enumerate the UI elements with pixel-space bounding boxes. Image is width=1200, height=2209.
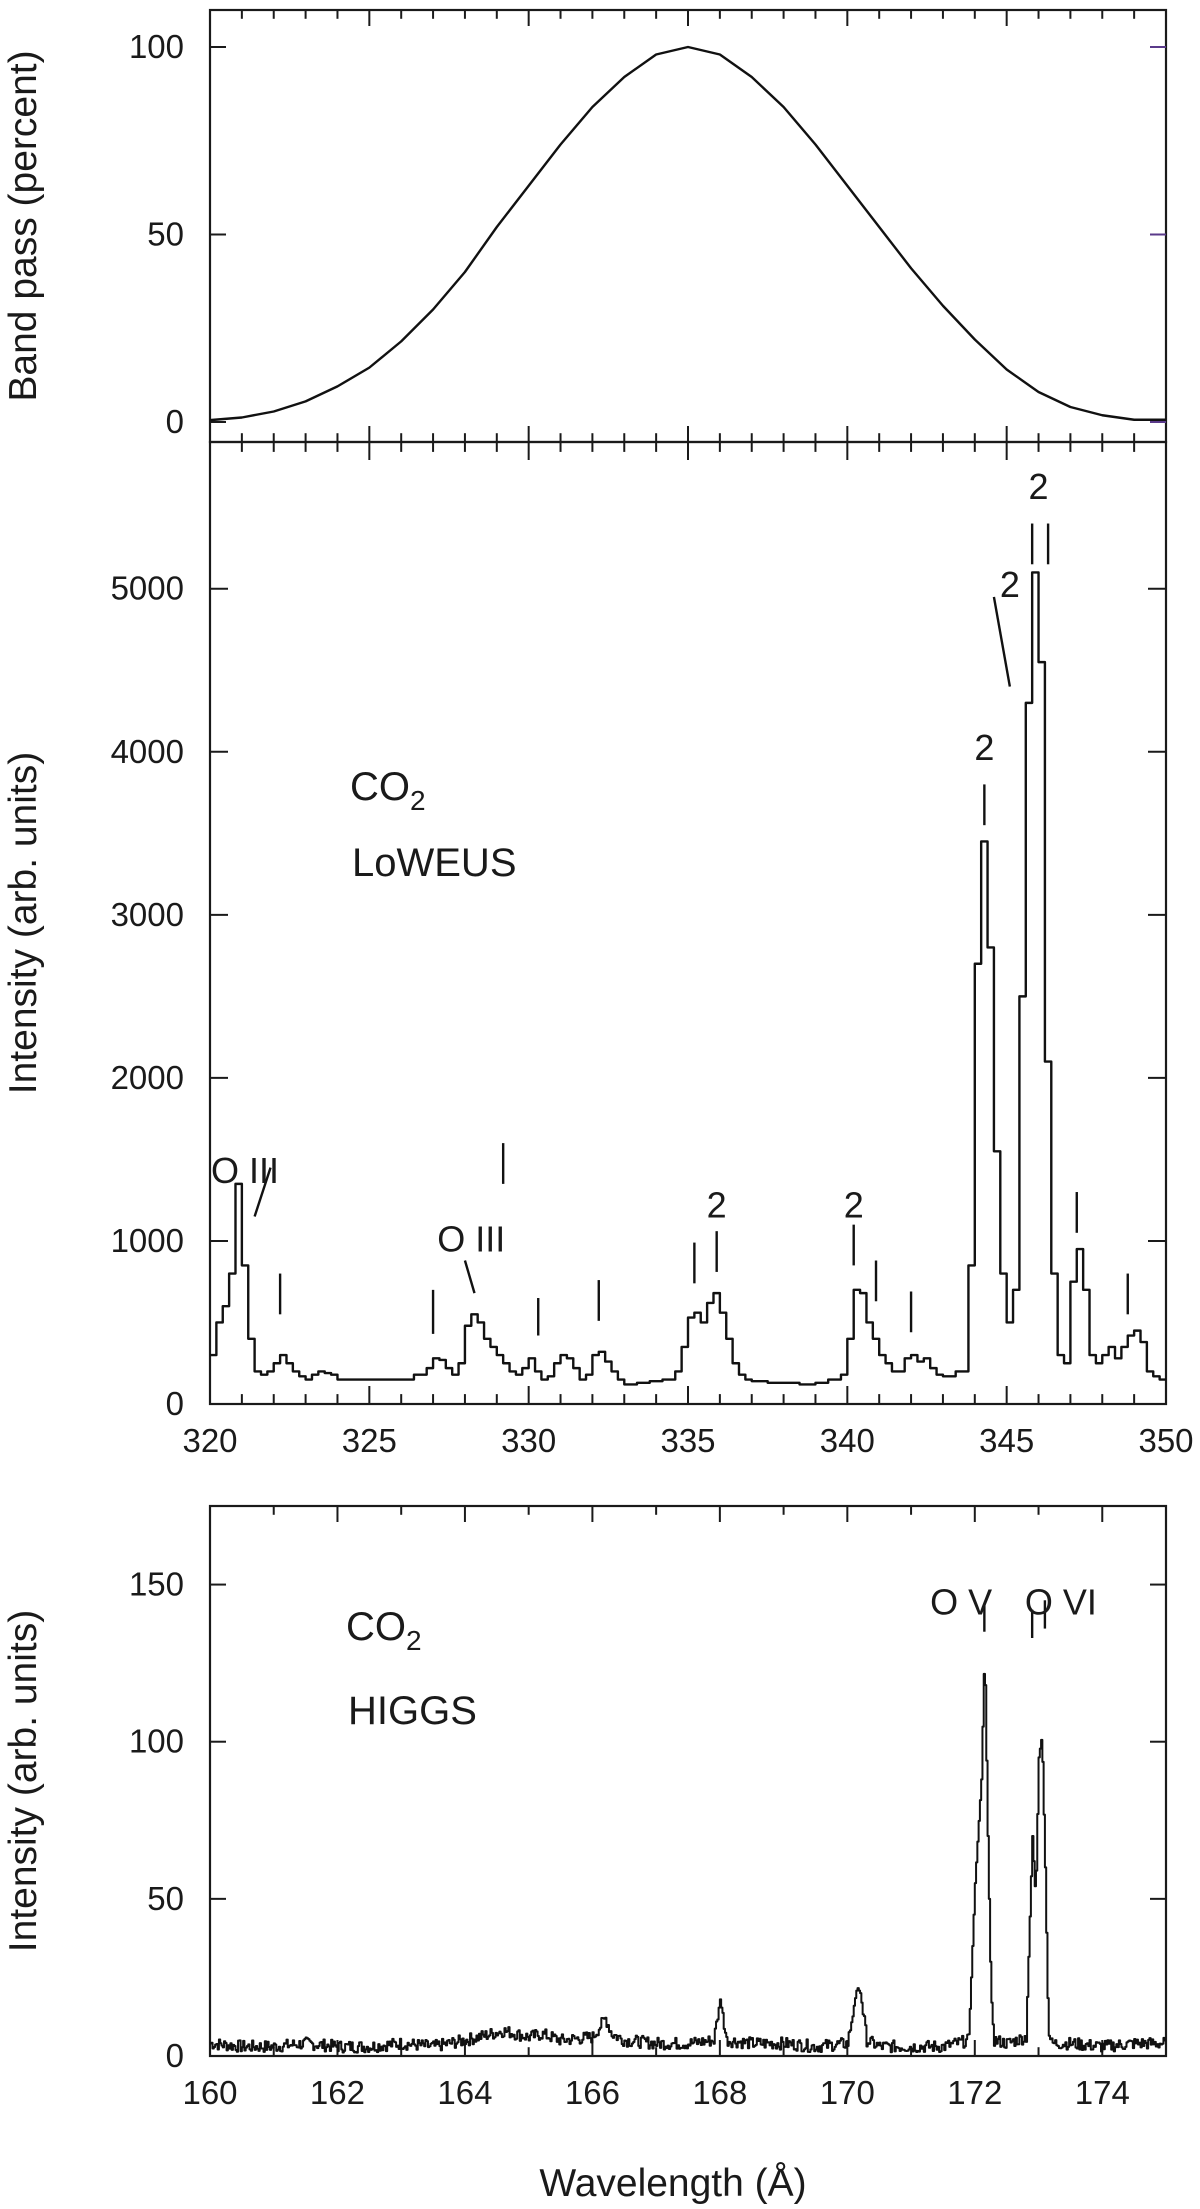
line-annotation: O III bbox=[211, 1150, 279, 1191]
x-axis-title: Wavelength (Å) bbox=[539, 2161, 806, 2205]
loweus-gas-subscript: 2 bbox=[410, 785, 426, 816]
x-tick-label: 350 bbox=[1138, 1422, 1193, 1459]
bandpass-panel: 0 50 100 Band pass (percent) bbox=[2, 8, 1168, 444]
loweus-gas-main: CO bbox=[350, 765, 410, 809]
higgs-gas-subscript: 2 bbox=[406, 1625, 422, 1656]
higgs-gas-label: CO2 bbox=[346, 1605, 422, 1656]
higgs-spectrum bbox=[210, 1672, 1166, 2054]
loweus-y-tick-labels: 0 1000 2000 3000 4000 5000 bbox=[111, 570, 184, 1422]
x-tick-label: 320 bbox=[182, 1422, 237, 1459]
y-tick-label: 50 bbox=[147, 216, 184, 253]
loweus-annotations: O III O III 2 2 2 2 2 bbox=[211, 466, 1049, 1259]
bandpass-curve bbox=[209, 45, 1166, 422]
y-tick-label: 1000 bbox=[111, 1222, 184, 1259]
x-tick-label: 168 bbox=[692, 2074, 747, 2111]
x-tick-label: 340 bbox=[820, 1422, 875, 1459]
loweus-frame bbox=[208, 440, 1168, 1406]
x-tick-label: 330 bbox=[501, 1422, 556, 1459]
higgs-y-axis-title: Intensity (arb. units) bbox=[2, 1610, 45, 1952]
higgs-x-tick-labels: 160 162 164 166 168 170 172 174 bbox=[182, 2074, 1129, 2111]
y-tick-label: 100 bbox=[129, 28, 184, 65]
bandpass-y-tick-labels: 0 50 100 bbox=[129, 28, 184, 440]
y-tick-label: 50 bbox=[147, 1880, 184, 1917]
y-tick-label: 0 bbox=[166, 403, 184, 440]
higgs-y-tick-labels: 0 50 100 150 bbox=[129, 1566, 184, 2074]
line-annotation: O V bbox=[930, 1581, 992, 1622]
loweus-panel: 0 1000 2000 3000 4000 5000 320 325 330 335 340 345… bbox=[2, 440, 1194, 1459]
x-tick-label: 172 bbox=[947, 2074, 1002, 2111]
y-tick-label: 100 bbox=[129, 1723, 184, 1760]
x-tick-label: 345 bbox=[979, 1422, 1034, 1459]
x-tick-label: 162 bbox=[310, 2074, 365, 2111]
y-tick-label: 0 bbox=[166, 2037, 184, 2074]
x-tick-label: 335 bbox=[660, 1422, 715, 1459]
loweus-y-axis-title: Intensity (arb. units) bbox=[2, 752, 45, 1094]
loweus-x-tick-labels: 320 325 330 335 340 345 350 bbox=[182, 1422, 1193, 1459]
higgs-frame bbox=[208, 1504, 1168, 2058]
y-tick-label: 0 bbox=[166, 1385, 184, 1422]
y-tick-label: 150 bbox=[129, 1566, 184, 1603]
y-tick-label: 4000 bbox=[111, 733, 184, 770]
bandpass-y-axis-title: Band pass (percent) bbox=[2, 50, 45, 401]
x-tick-label: 170 bbox=[820, 2074, 875, 2111]
x-tick-label: 160 bbox=[182, 2074, 237, 2111]
line-annotation: 2 bbox=[974, 727, 994, 768]
bandpass-ticks bbox=[209, 10, 1167, 442]
loweus-spectrum bbox=[210, 571, 1166, 1386]
loweus-ticks bbox=[209, 442, 1167, 1405]
line-annotation: 2 bbox=[1029, 466, 1049, 507]
loweus-gas-label: CO2 bbox=[350, 765, 426, 816]
annotation-leader bbox=[992, 596, 1012, 687]
line-annotation: O III bbox=[437, 1219, 505, 1260]
x-tick-label: 325 bbox=[342, 1422, 397, 1459]
x-tick-label: 166 bbox=[565, 2074, 620, 2111]
higgs-line-markers bbox=[983, 1600, 1047, 1638]
line-annotation: 2 bbox=[1000, 564, 1020, 605]
x-tick-label: 164 bbox=[437, 2074, 492, 2111]
annotation-leader bbox=[253, 1167, 272, 1217]
line-annotation: 2 bbox=[707, 1184, 727, 1225]
higgs-instrument-label: HIGGS bbox=[348, 1689, 477, 1733]
annotation-leader bbox=[463, 1260, 476, 1294]
y-tick-label: 2000 bbox=[111, 1059, 184, 1096]
higgs-ticks bbox=[209, 1506, 1166, 2057]
loweus-line-markers bbox=[253, 523, 1129, 1336]
line-annotation: 2 bbox=[844, 1184, 864, 1225]
loweus-instrument-label: LoWEUS bbox=[352, 841, 517, 885]
x-tick-label: 174 bbox=[1075, 2074, 1130, 2111]
y-tick-label: 5000 bbox=[111, 570, 184, 607]
higgs-gas-main: CO bbox=[346, 1605, 406, 1649]
y-tick-label: 3000 bbox=[111, 896, 184, 933]
line-annotation: O VI bbox=[1025, 1581, 1097, 1622]
higgs-annotations: O V O VI bbox=[930, 1581, 1097, 1622]
